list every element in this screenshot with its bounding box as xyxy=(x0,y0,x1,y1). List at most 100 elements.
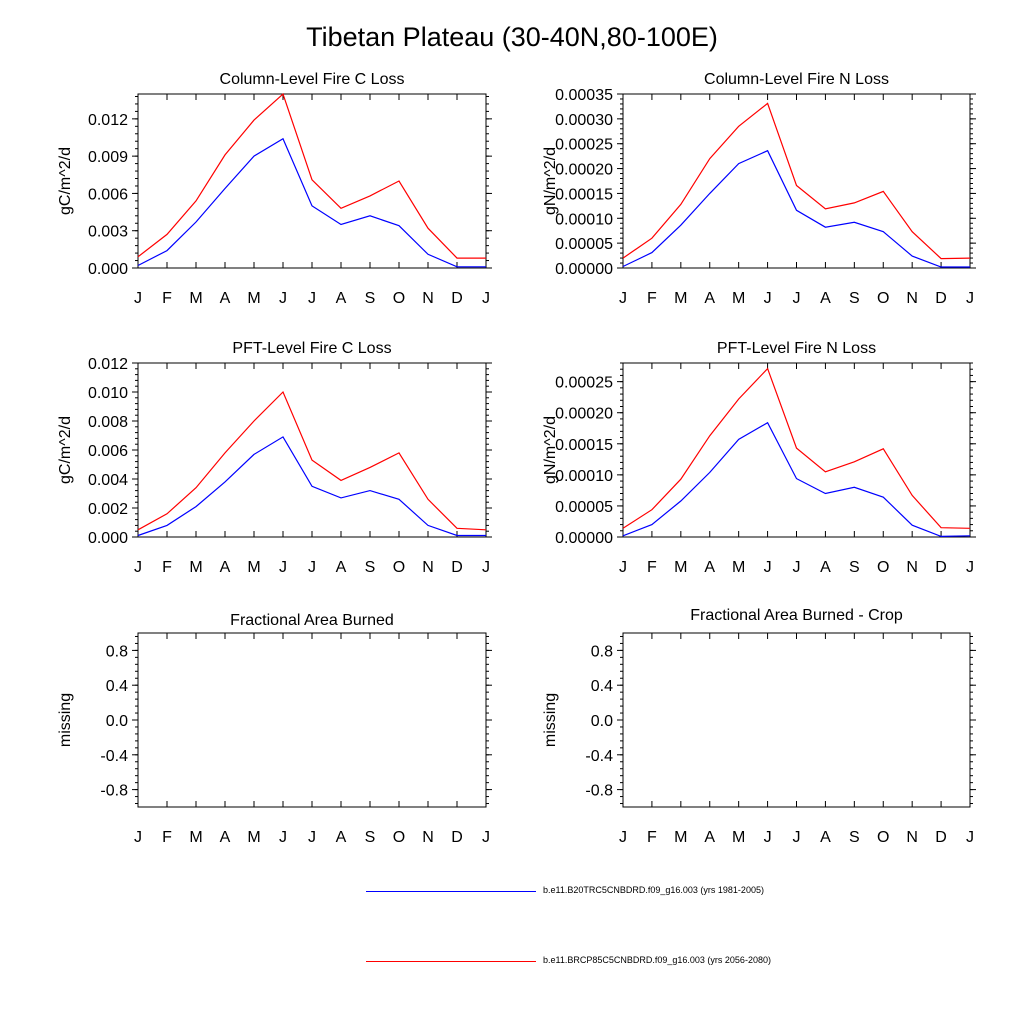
x-tick-label: F xyxy=(162,290,172,307)
x-tick-label: O xyxy=(393,290,405,307)
y-tick-label: -0.4 xyxy=(585,748,613,765)
y-tick-label: 0.00000 xyxy=(555,261,613,278)
x-tick-label: A xyxy=(336,829,347,846)
page-title: Tibetan Plateau (30-40N,80-100E) xyxy=(306,22,718,52)
x-tick-label: M xyxy=(674,829,687,846)
x-tick-label: A xyxy=(820,290,831,307)
y-tick-label: 0.00010 xyxy=(555,468,613,485)
x-tick-label: A xyxy=(820,829,831,846)
x-tick-label: J xyxy=(966,559,974,576)
plot-frame xyxy=(137,93,487,269)
panel-title: PFT-Level Fire N Loss xyxy=(717,340,876,357)
x-tick-label: M xyxy=(189,559,202,576)
x-tick-label: A xyxy=(704,290,715,307)
y-tick-label: 0.00015 xyxy=(555,437,613,454)
x-tick-label: M xyxy=(732,829,745,846)
y-tick-label: 0.00035 xyxy=(555,87,613,104)
y-axis-label: gN/m^2/d xyxy=(542,416,559,484)
x-tick-label: J xyxy=(308,559,316,576)
series-line-1 xyxy=(622,421,971,538)
series-line-1 xyxy=(137,436,486,537)
x-tick-label: J xyxy=(793,290,801,307)
x-tick-label: M xyxy=(189,290,202,307)
chart-panel-6: J F M A M J J A S O N D J-0.8-0.40.00.40.8Fractional… xyxy=(542,607,976,846)
x-tick-label: O xyxy=(877,829,889,846)
x-tick-label: J xyxy=(134,829,142,846)
x-tick-label: M xyxy=(732,290,745,307)
y-tick-label: 0.00005 xyxy=(555,499,613,516)
x-tick-label: J xyxy=(793,559,801,576)
y-tick-label: 0.012 xyxy=(88,356,128,373)
x-tick-label: J xyxy=(764,559,772,576)
plot-frame xyxy=(622,362,971,538)
y-tick-label: 0.002 xyxy=(88,501,128,518)
y-tick-label: 0.00030 xyxy=(555,112,613,129)
x-tick-label: J xyxy=(619,290,627,307)
panel-title: Fractional Area Burned - Crop xyxy=(690,607,903,624)
y-tick-label: 0.00000 xyxy=(555,530,613,547)
x-tick-label: J xyxy=(279,290,287,307)
x-tick-label: F xyxy=(162,559,172,576)
x-tick-label: F xyxy=(647,559,657,576)
x-tick-label: J xyxy=(764,290,772,307)
y-tick-label: 0.006 xyxy=(88,443,128,460)
chart-panel-4: J F M A M J J A S O N D J0.000000.000050.000100.0001… xyxy=(542,340,976,576)
series-line-2 xyxy=(137,92,486,259)
x-tick-label: F xyxy=(647,829,657,846)
y-tick-label: 0.008 xyxy=(88,414,128,431)
x-tick-label: J xyxy=(966,290,974,307)
chart-panel-1: J F M A M J J A S O N D J0.0000.0030.0060.0090.012Co… xyxy=(57,71,492,307)
x-tick-label: O xyxy=(393,829,405,846)
x-tick-label: S xyxy=(849,559,860,576)
legend-entry-2: b.e11.BRCP85C5CNBDRD.f09_g16.003 (yrs 20… xyxy=(366,955,926,967)
y-tick-label: 0.00025 xyxy=(555,375,613,392)
x-tick-label: N xyxy=(906,290,918,307)
y-tick-label: 0.010 xyxy=(88,385,128,402)
y-tick-label: 0.00010 xyxy=(555,211,613,228)
y-tick-label: 0.00025 xyxy=(555,137,613,154)
x-tick-label: O xyxy=(877,290,889,307)
legend-line-2 xyxy=(366,961,536,962)
x-tick-label: D xyxy=(935,829,947,846)
y-tick-label: 0.8 xyxy=(106,643,128,660)
x-tick-label: N xyxy=(422,559,434,576)
series-line-1 xyxy=(622,149,970,268)
x-tick-label: F xyxy=(647,290,657,307)
y-tick-label: -0.8 xyxy=(585,783,613,800)
chart-panel-3: J F M A M J J A S O N D J0.0000.0020.0040.0060.0080.… xyxy=(57,340,492,576)
y-tick-label: 0.012 xyxy=(88,112,128,129)
x-tick-label: J xyxy=(482,290,490,307)
panel-title: Fractional Area Burned xyxy=(230,612,394,629)
x-tick-label: M xyxy=(247,559,260,576)
x-tick-label: D xyxy=(451,290,463,307)
x-tick-label: M xyxy=(674,290,687,307)
x-tick-label: D xyxy=(451,829,463,846)
x-tick-label: M xyxy=(674,559,687,576)
y-tick-label: 0.00015 xyxy=(555,186,613,203)
y-tick-label: -0.4 xyxy=(100,748,128,765)
x-tick-label: O xyxy=(393,559,405,576)
x-tick-label: D xyxy=(451,559,463,576)
x-tick-label: M xyxy=(247,290,260,307)
x-tick-label: M xyxy=(247,829,260,846)
x-tick-label: J xyxy=(134,559,142,576)
y-tick-label: 0.4 xyxy=(591,678,613,695)
y-tick-label: 0.006 xyxy=(88,186,128,203)
plot-frame xyxy=(622,93,971,269)
y-tick-label: -0.8 xyxy=(100,783,128,800)
x-tick-label: J xyxy=(482,559,490,576)
x-tick-label: F xyxy=(162,829,172,846)
y-tick-label: 0.00020 xyxy=(555,406,613,423)
x-tick-label: J xyxy=(793,829,801,846)
x-tick-label: S xyxy=(365,290,376,307)
x-tick-label: J xyxy=(308,290,316,307)
x-tick-label: A xyxy=(820,559,831,576)
x-tick-label: J xyxy=(619,559,627,576)
panel-title: Column-Level Fire C Loss xyxy=(220,71,405,88)
y-tick-label: 0.000 xyxy=(88,261,128,278)
x-tick-label: J xyxy=(619,829,627,846)
x-tick-label: S xyxy=(849,829,860,846)
x-tick-label: J xyxy=(134,290,142,307)
x-tick-label: A xyxy=(704,829,715,846)
y-axis-label: missing xyxy=(57,693,74,747)
